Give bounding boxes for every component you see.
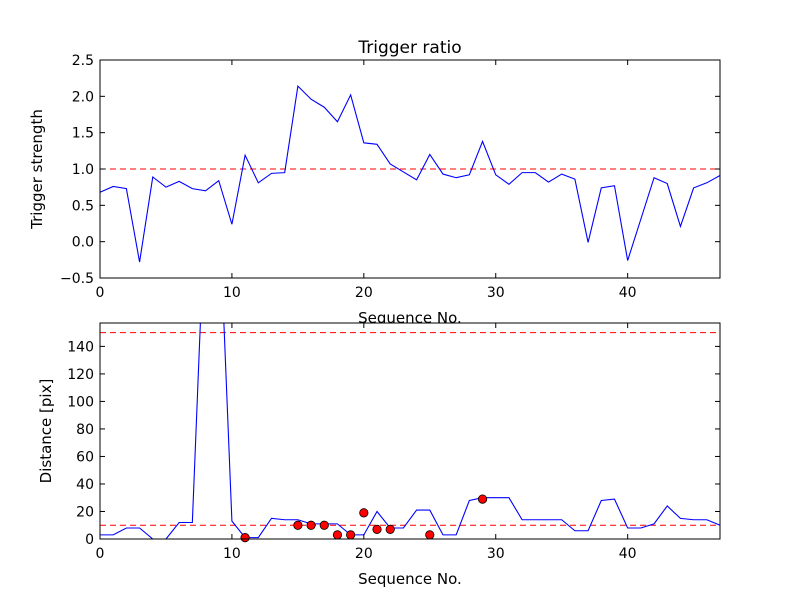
bottom-series-line-0: [100, 323, 720, 539]
bottom-marker-point: [372, 524, 382, 534]
bottom-y-tick-label: 120: [67, 367, 94, 383]
top-y-tick-label: 1.0: [72, 162, 94, 178]
top-y-tick-label: 0.5: [72, 198, 94, 214]
bottom-y-tick-label: 20: [76, 504, 94, 520]
top-y-axis-label: Trigger strength: [28, 109, 46, 230]
bottom-y-axis-label: Distance [pix]: [37, 379, 55, 484]
bottom-y-tick-label: 100: [67, 394, 94, 410]
bottom-marker-point: [293, 520, 303, 530]
bottom-marker-point: [385, 524, 395, 534]
top-y-tick-label: 0.0: [72, 235, 94, 251]
top-y-tick-label: 2.5: [72, 53, 94, 69]
bottom-marker-point: [306, 520, 316, 530]
bottom-marker-point: [359, 508, 369, 518]
bottom-x-tick-label: 10: [223, 546, 241, 562]
top-y-tick-label: 1.5: [72, 126, 94, 142]
bottom-x-tick-label: 30: [487, 546, 505, 562]
bottom-marker-point: [346, 530, 356, 540]
bottom-x-tick-label: 40: [619, 546, 637, 562]
top-x-tick-label: 30: [487, 285, 505, 301]
bottom-marker-point: [240, 533, 250, 543]
bottom-x-tick-label: 20: [355, 546, 373, 562]
bottom-x-axis-label: Sequence No.: [358, 570, 462, 588]
bottom-y-tick-label: 40: [76, 477, 94, 493]
bottom-marker-point: [319, 520, 329, 530]
top-y-tick-label: −0.5: [60, 271, 94, 287]
top-x-tick-label: 0: [96, 285, 105, 301]
top-chart-title: Trigger ratio: [357, 38, 461, 58]
bottom-plot-frame: [99, 322, 721, 540]
bottom-y-tick-label: 140: [67, 339, 94, 355]
bottom-x-tick-label: 0: [96, 546, 105, 562]
bottom-marker-point: [332, 530, 343, 540]
top-x-tick-label: 20: [355, 285, 373, 301]
top-y-tick-label: 2.0: [72, 89, 94, 105]
top-series-line-0: [100, 85, 720, 263]
top-x-tick-label: 10: [223, 285, 241, 301]
bottom-y-tick-label: 0: [85, 532, 94, 548]
bottom-marker-point: [477, 494, 488, 504]
bottom-y-tick-label: 80: [76, 422, 94, 438]
top-axes: 0 10 20 30 40 −0.5 0.0 0.5 1.0 1.5 2.0 2.5 Trigger …: [28, 38, 721, 327]
top-x-tick-label: 40: [619, 285, 637, 301]
bottom-marker-point: [425, 530, 435, 540]
bottom-y-tick-label: 60: [76, 449, 94, 465]
bottom-axes: 0 10 20 30 40 0 20 40 60 80 100 120 140 Sequence No.…: [37, 322, 721, 588]
